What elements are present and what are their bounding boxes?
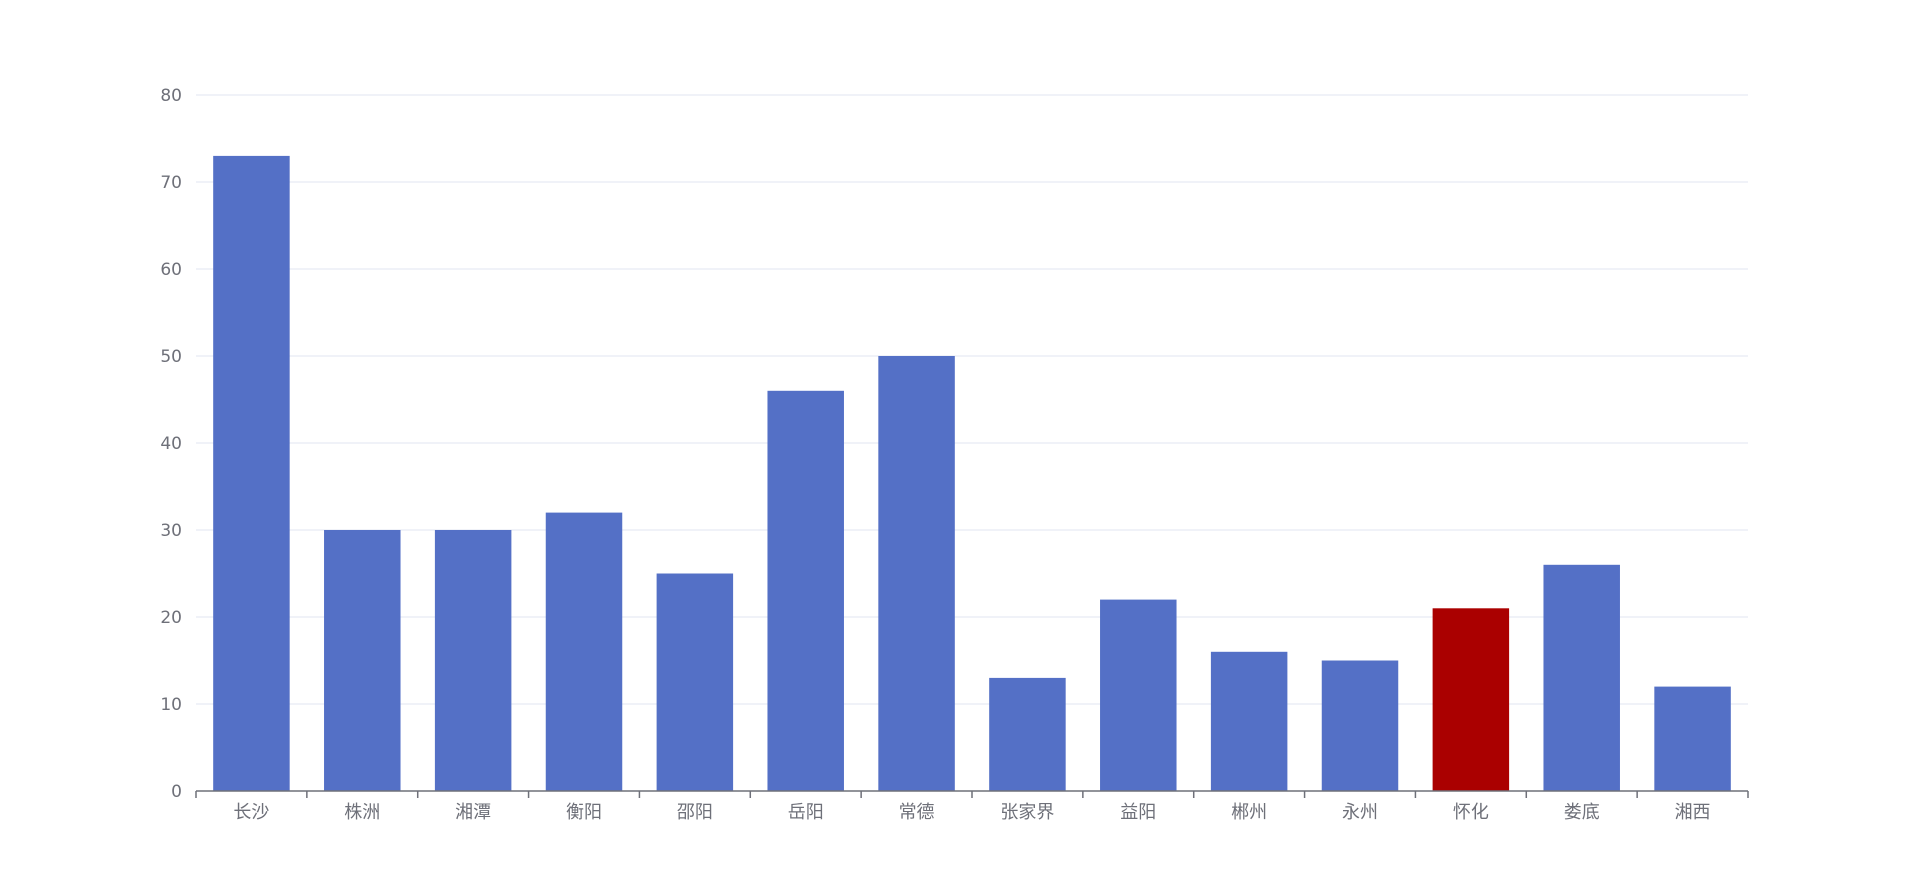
bar-张家界[interactable]: [989, 677, 1066, 791]
bar-益阳[interactable]: [1100, 599, 1177, 791]
x-category-label: 株洲: [344, 802, 380, 823]
bar-株洲[interactable]: [324, 530, 401, 791]
x-axis: [195, 790, 1749, 798]
y-axis-labels: 0 10 20 30 40 50 60 70 80: [160, 86, 182, 802]
x-category-label: 湘西: [1675, 802, 1711, 823]
x-category-label: 娄底: [1564, 802, 1600, 823]
x-category-label: 永州: [1342, 802, 1378, 823]
bar-长沙[interactable]: [213, 155, 290, 791]
bar-永州[interactable]: [1321, 660, 1399, 792]
bar-娄底[interactable]: [1543, 564, 1620, 791]
x-category-label: 张家界: [1000, 802, 1054, 823]
x-category-label: 湘潭: [455, 802, 491, 823]
bar-湘潭[interactable]: [434, 530, 512, 791]
y-tick-label: 70: [160, 173, 182, 193]
x-axis-labels: 长沙 株洲 湘潭 衡阳 邵阳 岳阳 常德 张家界 益阳 郴州 永州 怀化 娄底 湘西: [233, 802, 1710, 823]
bar-怀化[interactable]: [1432, 608, 1510, 791]
x-category-label: 岳阳: [788, 802, 824, 823]
grid-lines: [196, 94, 1748, 705]
bar-常德[interactable]: [878, 356, 955, 791]
x-category-label: 郴州: [1231, 802, 1267, 823]
y-tick-label: 10: [160, 695, 182, 715]
x-category-label: 邵阳: [677, 802, 713, 823]
y-tick-label: 80: [160, 86, 182, 106]
x-category-label: 衡阳: [566, 802, 602, 823]
x-category-label: 益阳: [1120, 802, 1156, 823]
bars: [213, 155, 1731, 792]
y-tick-label: 50: [160, 347, 182, 367]
bar-邵阳[interactable]: [656, 573, 734, 792]
y-tick-label: 40: [160, 434, 182, 454]
x-category-label: 长沙: [233, 802, 269, 823]
y-tick-label: 60: [160, 260, 182, 280]
bar-郴州[interactable]: [1210, 651, 1288, 791]
x-category-label: 常德: [899, 802, 935, 823]
y-tick-label: 30: [160, 521, 182, 541]
bar-岳阳[interactable]: [767, 390, 844, 791]
y-tick-label: 0: [171, 782, 182, 802]
y-tick-label: 20: [160, 608, 182, 628]
bar-湘西[interactable]: [1654, 686, 1731, 791]
bar-衡阳[interactable]: [545, 512, 623, 791]
x-category-label: 怀化: [1453, 802, 1489, 823]
